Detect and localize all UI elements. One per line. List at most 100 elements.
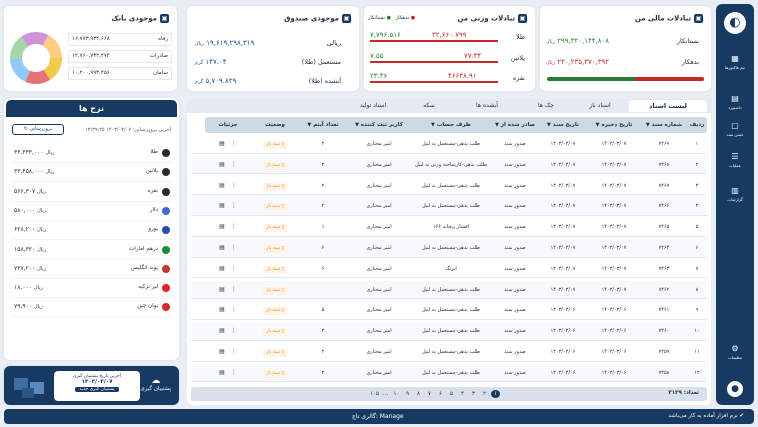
sidebar-item-0[interactable]: ▦ نیم فاکتورها bbox=[716, 54, 754, 70]
document-icon[interactable]: ▤ bbox=[219, 244, 225, 251]
page-button[interactable]: ۱ bbox=[491, 390, 500, 398]
page-button[interactable]: ۶ bbox=[439, 391, 442, 397]
tab-2[interactable]: چک ها bbox=[538, 102, 554, 109]
page-button[interactable]: ... bbox=[382, 391, 389, 397]
table-row[interactable]: ۱۲ ۷۴۵۸ ۱۴۰۳/۰۳/۰۶ ۱۴۰۳/۰۳/۰۶ صدور سند طلب بد… bbox=[191, 363, 707, 383]
filter-icon[interactable]: ▼ bbox=[495, 122, 499, 128]
filter-icon[interactable]: ▼ bbox=[355, 122, 359, 128]
table-row[interactable]: ۲ ۷۴۶۸ ۱۴۰۳/۰۳/۰۷ ۱۴۰۳/۰۳/۰۷ صدور سند طلب بده… bbox=[191, 155, 707, 175]
sidebar-item-2[interactable]: ▢ حسن سند bbox=[716, 121, 754, 137]
document-icon[interactable]: ▤ bbox=[219, 327, 225, 335]
column-header-9[interactable]: جزئیات bbox=[205, 117, 251, 133]
column-header-4[interactable]: ▼ صادر شده از bbox=[491, 117, 539, 133]
page-button[interactable]: ۱۰۵ bbox=[370, 391, 379, 397]
document-icon[interactable]: ▤ bbox=[219, 368, 225, 376]
table-row[interactable]: ۳ ۷۴۶۷ ۱۴۰۳/۰۳/۰۷ ۱۴۰۳/۰۳/۰۷ صدور سند طلب بده… bbox=[191, 177, 707, 196]
document-icon[interactable]: ▤ bbox=[219, 285, 225, 293]
sidebar-item-4[interactable]: ▥ گزارشات bbox=[716, 186, 754, 202]
cell-items bbox=[299, 281, 347, 300]
cell-save: ۱۴۰۳/۰۳/۰۶ bbox=[601, 307, 627, 314]
filter-icon[interactable]: ▼ bbox=[431, 122, 435, 128]
document-icon[interactable]: ▤ bbox=[219, 223, 225, 231]
rates-header: نرخ ها bbox=[6, 100, 177, 117]
document-icon[interactable]: ▤ bbox=[219, 181, 225, 189]
more-menu-icon[interactable]: ⋮ bbox=[230, 348, 237, 355]
rate-value: ۱۵۸,۳۲۰ ریال bbox=[14, 245, 47, 253]
document-icon[interactable]: ▤ bbox=[219, 306, 225, 314]
more-menu-icon[interactable]: ⋮ bbox=[230, 202, 237, 210]
filter-icon[interactable]: ▼ bbox=[307, 122, 312, 128]
document-icon[interactable]: ▤ bbox=[219, 348, 225, 355]
column-header-1[interactable]: ▼ شماره سند bbox=[641, 117, 687, 133]
more-menu-icon[interactable]: ⋮ bbox=[230, 160, 237, 168]
more-menu-icon[interactable]: ⋮ bbox=[230, 306, 237, 314]
table-row[interactable]: ۵ ۷۴۶۵ ۱۴۰۳/۰۳/۰۷ ۱۴۰۳/۰۳/۰۷ صدور سند افشار ر… bbox=[191, 218, 707, 237]
document-icon[interactable]: ▤ bbox=[219, 140, 225, 147]
weight-row-label: نقره bbox=[512, 74, 525, 82]
page-button[interactable]: ۹ bbox=[406, 391, 409, 397]
page-button[interactable]: ۳ bbox=[472, 391, 475, 397]
column-header-7[interactable]: ▼ تعداد آیتم bbox=[299, 117, 347, 133]
rate-row: دلار ۵۸۰,۰۰۰ ریال bbox=[12, 202, 172, 221]
filter-icon[interactable]: ▼ bbox=[547, 122, 551, 128]
table-row[interactable]: ۸ ۷۴۶۲ ۱۴۰۳/۰۳/۰۷ ۱۴۰۳/۰۳/۰۷ صدور سند طلب بده… bbox=[191, 280, 707, 300]
cell-details: ▤ ⋮ bbox=[205, 301, 251, 320]
page-button[interactable]: ۴ bbox=[461, 391, 464, 397]
column-header-5[interactable]: ▼ طرف حساب bbox=[411, 117, 491, 133]
user-avatar-icon[interactable]: ● bbox=[727, 381, 743, 397]
tab-5[interactable]: اسناد تولید bbox=[359, 102, 387, 109]
page-button[interactable]: ۲ bbox=[483, 391, 486, 397]
documents-table-card: لیست اسناد اسناد باز چک ها آبشده ها سکه اسناد… bbox=[187, 99, 711, 405]
more-menu-icon[interactable]: ⋮ bbox=[230, 140, 237, 147]
cell-n: ۱ bbox=[695, 141, 699, 147]
more-menu-icon[interactable]: ⋮ bbox=[230, 327, 237, 335]
tab-0[interactable]: لیست اسناد bbox=[629, 100, 707, 112]
tab-1[interactable]: اسناد باز bbox=[589, 102, 611, 109]
cell-n: ۴ bbox=[695, 203, 699, 210]
page-button[interactable]: ۱۰ bbox=[393, 391, 400, 397]
column-header-0[interactable]: ردیف bbox=[687, 117, 707, 133]
more-menu-icon[interactable]: ⋮ bbox=[230, 181, 237, 189]
column-header-2[interactable]: ▼ تاریخ ذخیره bbox=[587, 117, 641, 133]
column-header-8[interactable]: وضعیت bbox=[251, 117, 299, 133]
sidebar-item-settings[interactable]: ⚙ تنظیمات bbox=[716, 344, 754, 360]
sidebar-item-3[interactable]: ☰ عملیات bbox=[716, 152, 754, 168]
tab-4[interactable]: سکه bbox=[423, 102, 435, 109]
table-row[interactable]: ۴ ۷۴۶۶ ۱۴۰۳/۰۳/۰۷ ۱۴۰۳/۰۳/۰۷ صدور سند طلب بده… bbox=[191, 197, 707, 216]
cell-doc: ۷۴۵۹ bbox=[658, 349, 670, 355]
financial-card-title: تبادلات مالی من bbox=[634, 14, 691, 23]
lock-icon: ▯ bbox=[281, 204, 284, 210]
column-header-3[interactable]: ▼ تاریخ سند bbox=[539, 117, 587, 133]
filter-icon[interactable]: ▼ bbox=[595, 122, 600, 128]
page-button[interactable]: ۷ bbox=[428, 391, 431, 397]
sidebar-item-1[interactable]: ▤ داشبورد bbox=[716, 94, 754, 110]
tab-3[interactable]: آبشده ها bbox=[476, 102, 498, 109]
cashbox-card: ▣موجودی صندوق ریالی ۱۹,۶۱۹,۲۹۸,۳۱۹ ریال … bbox=[187, 6, 359, 91]
table-row[interactable]: ۱۱ ۷۴۵۹ ۱۴۰۳/۰۳/۰۶ ۱۴۰۳/۰۳/۰۶ صدور سند طلب بد… bbox=[191, 343, 707, 362]
weight-row-bedehkar: ۷۷.۳۴ bbox=[464, 52, 482, 60]
more-menu-icon[interactable]: ⋮ bbox=[230, 223, 237, 231]
column-header-6[interactable]: ▼ کاربر ثبت کننده bbox=[347, 117, 411, 133]
page-button[interactable]: ۸ bbox=[417, 391, 420, 397]
table-row[interactable]: ۷ ۷۴۶۳ ۱۴۰۳/۰۳/۰۷ ۱۴۰۳/۰۳/۰۷ صدور سند ایرنگ ام… bbox=[191, 260, 707, 279]
rate-value: ۷۹,۹۰۰ ریال bbox=[14, 303, 43, 311]
rate-name: درهم امارات bbox=[129, 245, 158, 252]
document-icon[interactable]: ▤ bbox=[219, 264, 225, 272]
table-row[interactable]: ۶ ۷۴۶۴ ۱۴۰۳/۰۳/۰۷ ۱۴۰۳/۰۳/۰۷ صدور سند طلب بده… bbox=[191, 239, 707, 258]
cell-date: ۱۴۰۳/۰۳/۰۷ bbox=[550, 161, 576, 168]
filter-icon[interactable]: ▼ bbox=[645, 122, 650, 128]
weight-card: ▣تبادلات وزنی من ● بدهکار ● بستانکار طلا… bbox=[364, 6, 535, 91]
more-menu-icon[interactable]: ⋮ bbox=[230, 368, 237, 376]
table-row[interactable]: ۱۰ ۷۴۶۰ ۱۴۰۳/۰۳/۰۶ ۱۴۰۳/۰۳/۰۶ صدور سند طلب بد… bbox=[191, 322, 707, 341]
more-menu-icon[interactable]: ⋮ bbox=[230, 264, 237, 272]
document-icon[interactable]: ▤ bbox=[219, 160, 225, 168]
page-button[interactable]: ۵ bbox=[450, 391, 453, 397]
new-backup-button[interactable]: پشتیبان گیری جدید bbox=[75, 387, 119, 392]
more-menu-icon[interactable]: ⋮ bbox=[230, 244, 237, 251]
weight-row-bestankar: ۲۳.۳۶ bbox=[370, 72, 388, 80]
more-menu-icon[interactable]: ⋮ bbox=[230, 285, 237, 293]
table-row[interactable]: ۱ ۷۴۶۹ ۱۴۰۳/۰۳/۰۷ ۱۴۰۳/۰۳/۰۷ صدور سند طلب بده… bbox=[191, 135, 707, 154]
refresh-button[interactable]: ↻ بروزرسانی bbox=[12, 124, 64, 135]
table-row[interactable]: ۹ ۷۴۶۱ ۱۴۰۳/۰۳/۰۶ ۱۴۰۳/۰۳/۰۶ صدور سند طلب بده… bbox=[191, 301, 707, 320]
document-icon[interactable]: ▤ bbox=[219, 202, 225, 210]
